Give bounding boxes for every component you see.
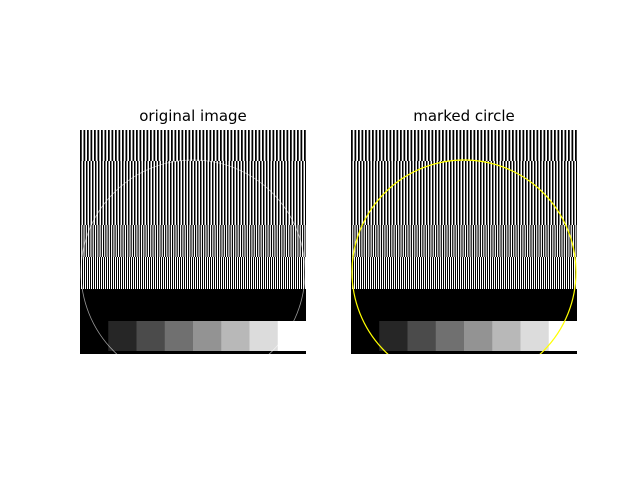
stripe-band <box>351 225 577 257</box>
gray-step <box>221 321 250 353</box>
gray-step <box>520 321 550 353</box>
gray-step <box>277 321 306 353</box>
detected-circle <box>351 159 577 354</box>
stripe-band <box>351 161 577 225</box>
black-band <box>351 289 577 321</box>
gray-step-strip <box>80 321 306 353</box>
stripe-band <box>351 257 577 289</box>
gray-step <box>548 321 577 353</box>
panel-marked-circle <box>351 130 577 354</box>
stripe-band <box>80 130 306 161</box>
panel-original-image <box>80 130 306 354</box>
gray-step <box>464 321 493 353</box>
gray-step <box>80 321 109 353</box>
gray-step <box>136 321 166 353</box>
gray-step <box>407 321 437 353</box>
gray-step <box>379 321 408 353</box>
stripe-band <box>80 225 306 257</box>
stripe-band <box>351 130 577 161</box>
bottom-edge <box>351 351 577 354</box>
gray-step <box>193 321 222 353</box>
gray-step <box>351 321 380 353</box>
gray-step-strip <box>351 321 577 353</box>
gray-step <box>492 321 521 353</box>
black-band <box>80 289 306 321</box>
gray-step <box>164 321 194 353</box>
panel-title-original: original image <box>139 107 247 125</box>
stripe-band <box>80 161 306 225</box>
panel-title-marked: marked circle <box>413 107 515 125</box>
bottom-edge <box>80 351 306 354</box>
gray-step <box>108 321 137 353</box>
gray-step <box>435 321 465 353</box>
gray-step <box>249 321 279 353</box>
stripe-band <box>80 257 306 289</box>
detected-circle <box>80 159 306 354</box>
